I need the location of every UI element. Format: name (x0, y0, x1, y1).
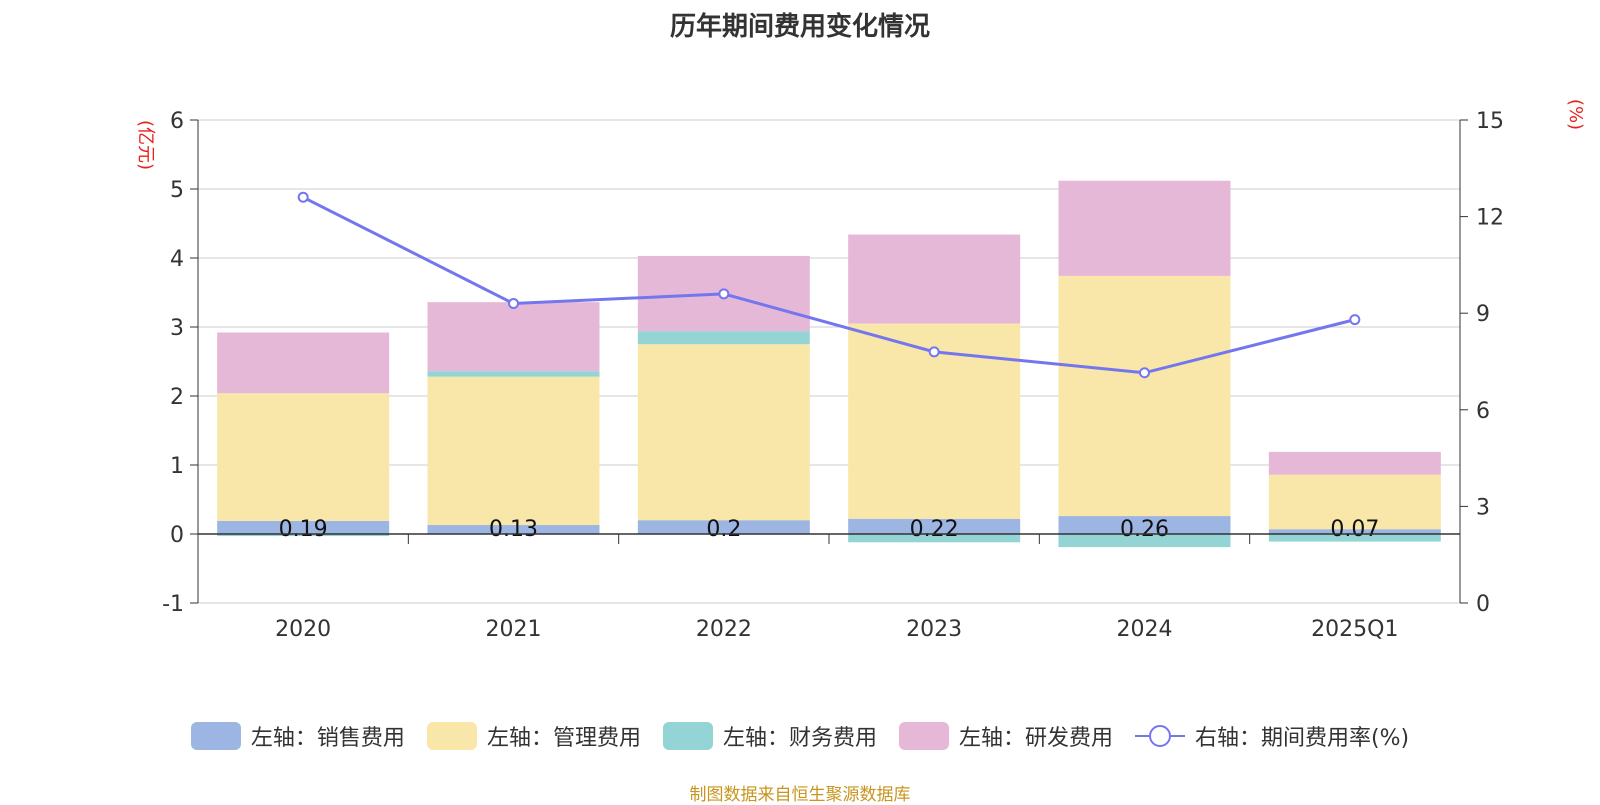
expense-rate-point-2025Q1 (1349, 314, 1361, 326)
left-axis-tick-label: 2 (170, 385, 184, 410)
bar-rd-2025Q1 (1268, 451, 1441, 475)
legend-line-marker-icon (1134, 725, 1185, 747)
bar-sales-2020 (217, 520, 390, 534)
expense-rate-point-2023 (928, 346, 940, 358)
data-label-2021: 0.13 (489, 517, 538, 542)
expense-rate-point-2021 (508, 298, 519, 310)
left-axis-tick-label: 6 (170, 109, 184, 134)
bar-admin-2024 (1058, 275, 1231, 517)
legend-swatch-finance (662, 722, 713, 750)
right-axis-tick-label: 12 (1476, 206, 1504, 231)
right-axis-tick-label: 0 (1476, 592, 1490, 617)
bar-sales-2021 (427, 525, 600, 534)
legend-item-finance[interactable]: 左轴：财务费用 (662, 720, 877, 752)
data-label-2022: 0.2 (706, 517, 741, 542)
data-label-2024: 0.26 (1120, 517, 1169, 542)
left-axis-tick-label: 3 (170, 316, 184, 341)
x-axis-tick-label: 2023 (906, 617, 962, 642)
bar-finance-2022 (637, 331, 810, 345)
bar-finance-2024 (1058, 534, 1231, 548)
right-axis-tick-label: 15 (1476, 109, 1504, 134)
legend-item-sales[interactable]: 左轴：销售费用 (190, 720, 405, 752)
chart-title: 历年期间费用变化情况 (669, 12, 930, 42)
data-label-2023: 0.22 (910, 517, 959, 542)
x-axis-tick-label: 2024 (1117, 617, 1173, 642)
data-label-2025Q1: 0.07 (1330, 517, 1379, 542)
legend-item-admin[interactable]: 左轴：管理费用 (426, 720, 641, 752)
expense-rate-point-2020 (297, 191, 309, 203)
legend-swatch-admin (426, 722, 477, 750)
left-axis-tick-label: 1 (170, 454, 184, 479)
right-axis-tick-label: 9 (1476, 302, 1490, 327)
bar-sales-2022 (637, 520, 810, 534)
bar-sales-2023 (848, 518, 1021, 534)
x-axis-tick-label: 2020 (275, 617, 331, 642)
bar-rd-2024 (1058, 180, 1231, 276)
bar-rd-2020 (217, 332, 390, 394)
bar-admin-2021 (427, 376, 600, 526)
bar-sales-2025Q1 (1268, 529, 1441, 534)
bar-admin-2022 (637, 344, 810, 521)
legend: 左轴：销售费用 左轴：管理费用 左轴：财务费用 左轴：研发费用 右轴：期间费用率… (0, 720, 1600, 752)
legend-label-rd: 左轴：研发费用 (958, 726, 1113, 751)
bar-admin-2020 (217, 393, 390, 521)
x-axis-tick-label: 2025Q1 (1311, 617, 1398, 642)
legend-item-expense-rate[interactable]: 右轴：期间费用率(%) (1134, 720, 1410, 752)
x-axis-tick-label: 2022 (696, 617, 752, 642)
bar-finance-2025Q1 (1268, 534, 1441, 542)
data-label-2020: 0.19 (279, 517, 328, 542)
left-axis-tick-label: 4 (170, 247, 184, 272)
left-axis-tick-label: 5 (170, 178, 184, 203)
data-source-note: 制图数据来自恒生聚源数据库 (689, 785, 911, 805)
expense-rate-point-2024 (1139, 367, 1150, 379)
legend-label-expense-rate: 右轴：期间费用率(%) (1194, 726, 1410, 751)
bar-rd-2023 (848, 234, 1021, 324)
right-axis-tick-label: 6 (1476, 399, 1490, 424)
legend-label-sales: 左轴：销售费用 (250, 726, 405, 751)
expense-rate-line (302, 195, 1356, 375)
x-axis-tick-label: 2021 (486, 617, 542, 642)
legend-label-finance: 左轴：财务费用 (722, 726, 877, 751)
right-axis-tick-label: 3 (1476, 495, 1490, 520)
legend-label-admin: 左轴：管理费用 (486, 726, 641, 751)
bar-rd-2021 (427, 302, 600, 372)
bar-admin-2025Q1 (1268, 474, 1441, 530)
bar-finance-2021 (427, 371, 600, 377)
legend-swatch-rd (898, 722, 949, 750)
bar-finance-2023 (848, 534, 1021, 543)
legend-swatch-sales (190, 722, 241, 750)
chart-plot: -10123456036912150.1920200.1320210.22022… (162, 109, 1504, 642)
expense-rate-point-2022 (718, 288, 730, 300)
bar-finance-2020 (217, 534, 390, 537)
left-axis-tick-label: -1 (162, 592, 184, 617)
legend-item-rd[interactable]: 左轴：研发费用 (898, 720, 1113, 752)
left-axis-tick-label: 0 (170, 523, 184, 548)
bar-sales-2024 (1058, 516, 1231, 534)
